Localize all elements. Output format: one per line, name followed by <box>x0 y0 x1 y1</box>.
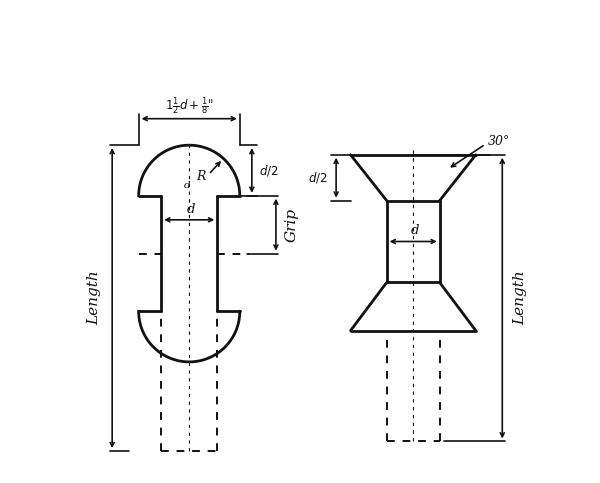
Text: $1\frac{1}{2}d + \frac{1}{8}$": $1\frac{1}{2}d + \frac{1}{8}$" <box>165 96 214 117</box>
Text: 30°: 30° <box>488 135 510 148</box>
Text: Length: Length <box>87 270 101 326</box>
Text: $d/2$: $d/2$ <box>308 170 328 185</box>
Text: Grip: Grip <box>284 208 298 242</box>
Text: $d/2$: $d/2$ <box>259 163 278 178</box>
Text: d: d <box>187 203 196 216</box>
Text: d: d <box>184 181 190 190</box>
Text: Length: Length <box>514 270 527 326</box>
Text: R: R <box>197 170 206 183</box>
Text: d: d <box>410 225 419 238</box>
